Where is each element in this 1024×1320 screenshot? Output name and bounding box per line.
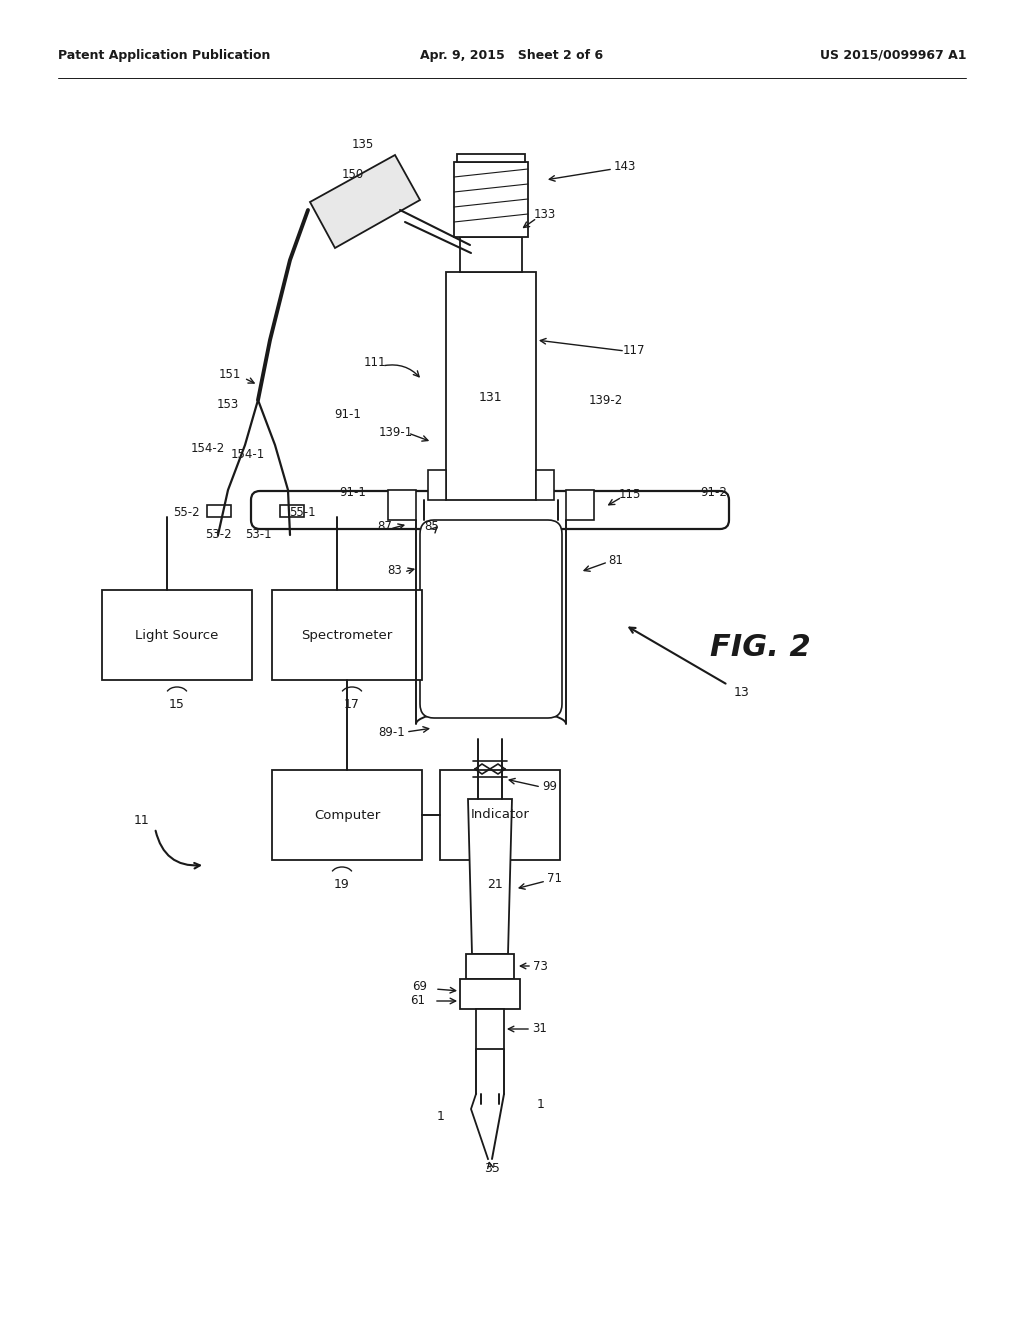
Text: 31: 31 <box>532 1023 548 1035</box>
Text: 61: 61 <box>411 994 426 1007</box>
Bar <box>460 238 522 272</box>
Polygon shape <box>310 154 420 248</box>
FancyBboxPatch shape <box>420 520 562 718</box>
Text: 13: 13 <box>734 686 750 700</box>
Text: 143: 143 <box>613 161 636 173</box>
Text: 81: 81 <box>608 553 624 566</box>
Text: 150: 150 <box>342 169 365 181</box>
Text: Apr. 9, 2015   Sheet 2 of 6: Apr. 9, 2015 Sheet 2 of 6 <box>421 49 603 62</box>
Text: 135: 135 <box>352 139 374 152</box>
Text: 1: 1 <box>537 1097 545 1110</box>
Text: Spectrometer: Spectrometer <box>301 628 392 642</box>
Text: 131: 131 <box>478 391 502 404</box>
Bar <box>388 490 416 520</box>
Text: 55-2: 55-2 <box>173 506 200 519</box>
Text: 99: 99 <box>543 780 557 793</box>
Text: 111: 111 <box>364 356 386 370</box>
Text: 133: 133 <box>534 209 556 222</box>
Text: 53-1: 53-1 <box>245 528 271 541</box>
Bar <box>102 590 252 680</box>
Bar <box>476 1008 504 1049</box>
Text: 117: 117 <box>623 343 645 356</box>
Bar <box>440 770 560 861</box>
FancyBboxPatch shape <box>251 491 729 529</box>
Bar <box>457 154 525 162</box>
Bar <box>207 506 231 517</box>
Text: US 2015/0099967 A1: US 2015/0099967 A1 <box>819 49 966 62</box>
Bar <box>566 490 594 520</box>
Text: 87: 87 <box>378 520 392 533</box>
Text: 71: 71 <box>548 873 562 886</box>
Text: FIG. 2: FIG. 2 <box>710 634 811 663</box>
Bar <box>454 162 528 238</box>
Text: Light Source: Light Source <box>135 628 219 642</box>
Text: 55-1: 55-1 <box>289 506 315 519</box>
Bar <box>536 470 554 500</box>
Polygon shape <box>468 799 512 954</box>
Bar <box>280 506 304 517</box>
Text: 91-1: 91-1 <box>335 408 361 421</box>
Text: 115: 115 <box>618 488 641 502</box>
Text: 83: 83 <box>388 564 402 577</box>
Text: 1: 1 <box>437 1110 445 1123</box>
Text: 139-2: 139-2 <box>589 393 624 407</box>
Text: 15: 15 <box>169 698 185 711</box>
Text: 91-1: 91-1 <box>340 487 367 499</box>
Text: 91-2: 91-2 <box>700 487 727 499</box>
Text: 85: 85 <box>425 520 439 533</box>
Bar <box>272 770 422 861</box>
Bar <box>460 979 520 1008</box>
Text: 19: 19 <box>334 879 350 891</box>
Text: 73: 73 <box>532 960 548 973</box>
Text: 69: 69 <box>413 981 427 994</box>
Bar <box>428 470 446 500</box>
Text: 35: 35 <box>484 1163 500 1176</box>
Text: 139-1: 139-1 <box>379 425 413 438</box>
Text: 153: 153 <box>217 397 240 411</box>
Text: Computer: Computer <box>314 808 380 821</box>
Text: 53-2: 53-2 <box>205 528 231 541</box>
Text: Indicator: Indicator <box>471 808 529 821</box>
Text: 154-1: 154-1 <box>230 449 265 462</box>
Bar <box>272 590 422 680</box>
Bar <box>466 954 514 979</box>
Text: Patent Application Publication: Patent Application Publication <box>58 49 270 62</box>
Text: 151: 151 <box>219 368 242 381</box>
Text: 89-1: 89-1 <box>379 726 406 738</box>
Text: 154-2: 154-2 <box>190 441 225 454</box>
Bar <box>446 272 536 500</box>
Text: 21: 21 <box>487 879 503 891</box>
Text: 11: 11 <box>134 813 150 826</box>
Text: 17: 17 <box>344 698 360 711</box>
